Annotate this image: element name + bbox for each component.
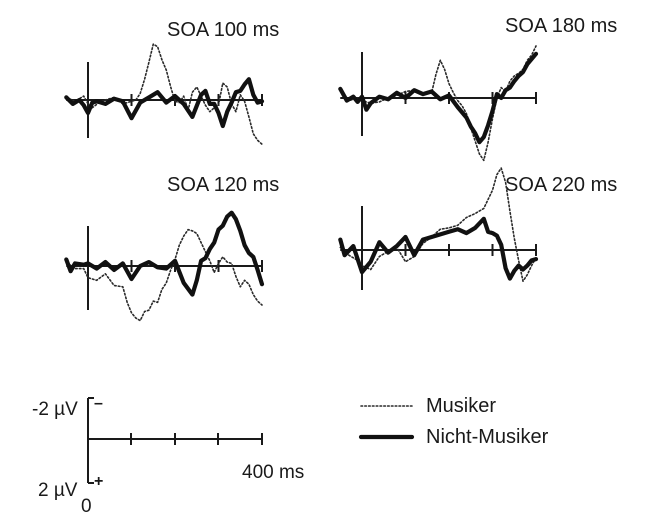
plot-soa-100 [64,43,265,145]
panel-title-soa-100: SOA 100 ms [167,19,279,41]
panel-soa-180: SOA 180 ms [338,15,617,162]
scale-top-label: -2 µV [32,399,78,420]
legend-label-musiker: Musiker [426,395,496,417]
scale-bar: -2 µV – 2 µV + 0 400 ms [32,395,304,517]
legend: Musiker Nicht-Musiker [358,395,549,448]
plot-soa-180 [338,45,539,162]
series-line-musiker [339,167,537,283]
panel-soa-220: SOA 220 ms [338,167,617,290]
series-line-nicht-musiker [338,216,539,281]
legend-label-nicht-musiker: Nicht-Musiker [426,426,549,448]
panel-soa-120: SOA 120 ms [64,174,279,322]
scale-top-sign: – [94,395,103,412]
series-line-nicht-musiker [338,51,539,145]
panel-soa-100: SOA 100 ms [64,19,279,145]
series-line-nicht-musiker [64,77,265,129]
scale-bottom-sign: + [94,473,103,490]
plot-soa-120 [64,210,265,322]
series-line-musiker [65,43,263,145]
scale-bottom-label: 2 µV [38,480,78,501]
scale-end-label: 400 ms [242,462,304,483]
series-line-nicht-musiker [64,210,265,297]
scale-origin-label: 0 [81,496,92,517]
panel-title-soa-180: SOA 180 ms [505,15,617,37]
panel-title-soa-120: SOA 120 ms [167,174,279,196]
plot-soa-220 [338,167,539,290]
series-line-musiker [65,228,263,322]
panel-title-soa-220: SOA 220 ms [505,174,617,196]
